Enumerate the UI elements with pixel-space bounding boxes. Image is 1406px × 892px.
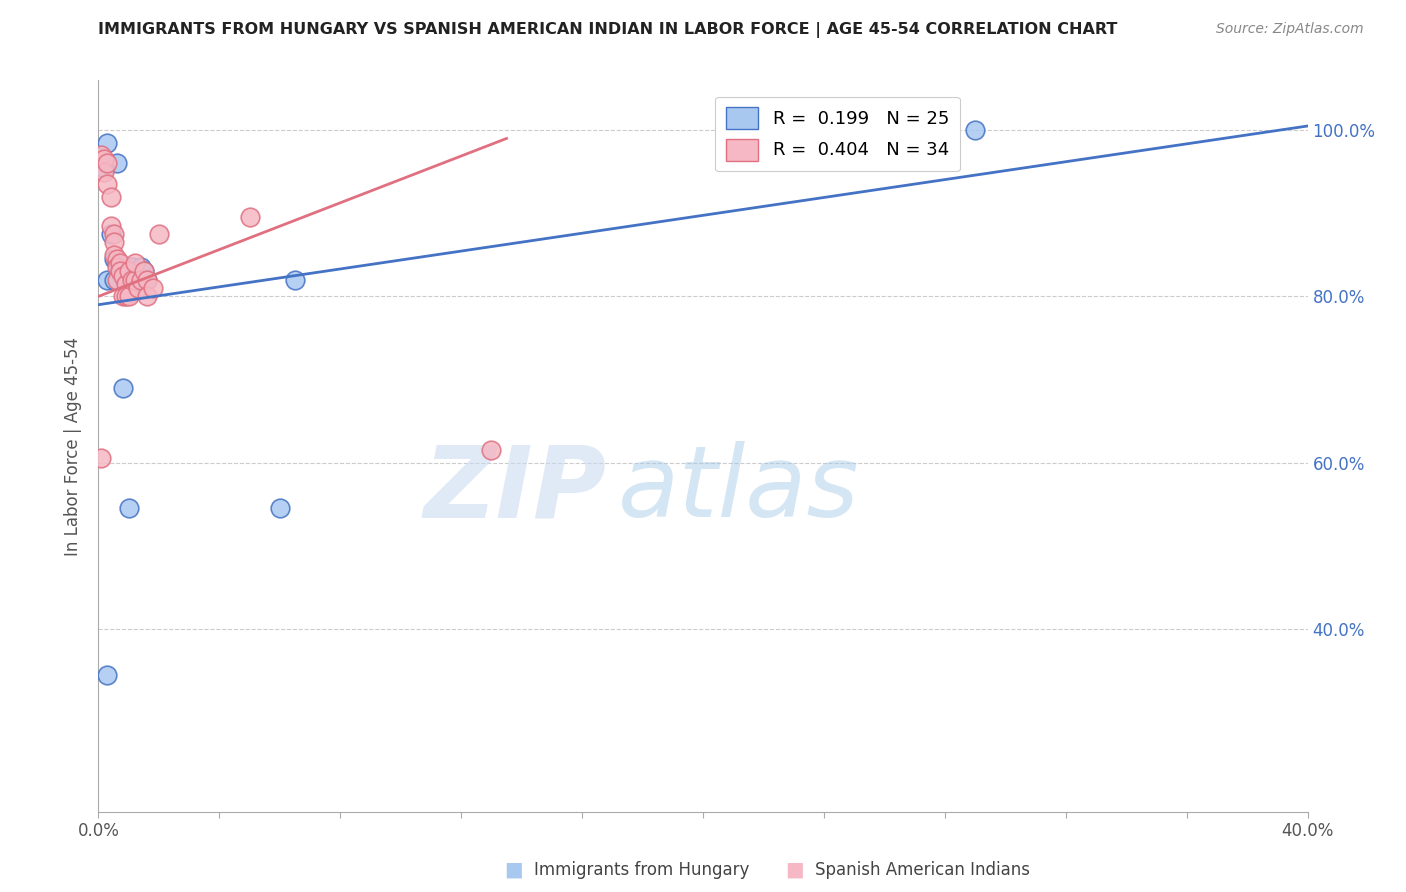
Point	[124, 268, 146, 283]
Point	[105, 273, 128, 287]
Point	[103, 248, 125, 262]
Point	[105, 256, 128, 270]
Point	[965, 123, 987, 137]
Text: ZIP: ZIP	[423, 442, 606, 539]
Point	[93, 153, 115, 167]
Legend: R =  0.199   N = 25, R =  0.404   N = 34: R = 0.199 N = 25, R = 0.404 N = 34	[716, 96, 960, 171]
Point	[96, 156, 118, 170]
Point	[103, 227, 125, 241]
Point	[269, 501, 291, 516]
Point	[127, 281, 149, 295]
Text: Spanish American Indians: Spanish American Indians	[815, 861, 1031, 879]
Point	[118, 264, 141, 278]
Point	[105, 252, 128, 266]
Text: atlas: atlas	[619, 442, 860, 539]
Y-axis label: In Labor Force | Age 45-54: In Labor Force | Age 45-54	[65, 336, 83, 556]
Point	[284, 273, 307, 287]
Point	[114, 289, 136, 303]
Point	[135, 273, 157, 287]
Point	[103, 273, 125, 287]
Point	[121, 273, 143, 287]
Point	[111, 289, 134, 303]
Point	[100, 189, 122, 203]
Point	[90, 451, 112, 466]
Point	[124, 256, 146, 270]
Point	[111, 264, 134, 278]
Text: ▪: ▪	[503, 855, 523, 884]
Text: IMMIGRANTS FROM HUNGARY VS SPANISH AMERICAN INDIAN IN LABOR FORCE | AGE 45-54 CO: IMMIGRANTS FROM HUNGARY VS SPANISH AMERI…	[98, 22, 1118, 38]
Point	[148, 227, 170, 241]
Point	[114, 277, 136, 291]
Point	[111, 268, 134, 283]
Point	[103, 252, 125, 266]
Point	[108, 260, 131, 275]
Point	[96, 136, 118, 150]
Point	[96, 667, 118, 681]
Point	[114, 264, 136, 278]
Point	[132, 264, 155, 278]
Point	[103, 235, 125, 250]
Point	[100, 219, 122, 233]
Point	[142, 281, 165, 295]
Point	[118, 501, 141, 516]
Point	[124, 273, 146, 287]
Point	[127, 273, 149, 287]
Point	[105, 260, 128, 275]
Point	[481, 443, 503, 458]
Point	[108, 264, 131, 278]
Point	[135, 273, 157, 287]
Point	[129, 260, 152, 275]
Point	[129, 273, 152, 287]
Point	[239, 211, 262, 225]
Point	[132, 264, 155, 278]
Point	[100, 227, 122, 241]
Point	[93, 165, 115, 179]
Point	[118, 264, 141, 278]
Point	[111, 381, 134, 395]
Point	[96, 177, 118, 191]
Point	[118, 289, 141, 303]
Text: Immigrants from Hungary: Immigrants from Hungary	[534, 861, 749, 879]
Point	[105, 156, 128, 170]
Point	[93, 161, 115, 175]
Point	[96, 273, 118, 287]
Point	[124, 273, 146, 287]
Point	[135, 289, 157, 303]
Text: Source: ZipAtlas.com: Source: ZipAtlas.com	[1216, 22, 1364, 37]
Text: ▪: ▪	[785, 855, 804, 884]
Point	[108, 256, 131, 270]
Point	[121, 260, 143, 275]
Point	[90, 148, 112, 162]
